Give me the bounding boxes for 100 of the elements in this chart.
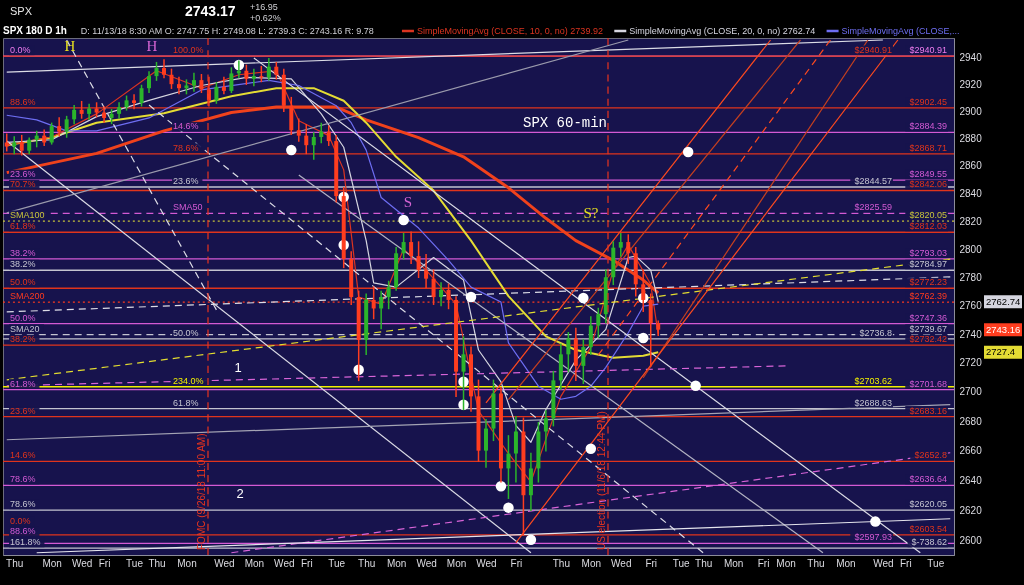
x-tick-label: Tue	[328, 557, 346, 569]
ref-line-label: $2825.59	[854, 202, 892, 213]
text: 2743.16	[986, 323, 1021, 335]
annotation: H	[64, 38, 76, 54]
y-tick-label: 2920	[959, 78, 983, 90]
ref-line-label: $2940.91	[909, 45, 947, 56]
annotation: 2	[236, 486, 244, 501]
annotation: H	[146, 38, 158, 54]
annotation: 161.8%	[10, 537, 41, 548]
ref-line-label: $2902.45	[909, 96, 947, 107]
annotation: S?	[583, 205, 599, 221]
annotation: 38.2%	[10, 247, 36, 258]
annotation: SMA100	[10, 210, 45, 221]
annotation: SPX 60-min	[522, 115, 608, 131]
legend-label: SimpleMovingAvg (CLOSE, 10, 0, no) 2739.92	[416, 26, 603, 36]
text: 2743.17	[185, 3, 236, 19]
annotation: 50.0%	[10, 312, 36, 323]
annotation: 50.0%	[173, 327, 199, 338]
x-tick-label: Thu	[695, 557, 713, 569]
chart-subtitle: D: 11/13/18 8:30 AM O: 2747.75 H: 2749.08 L: 2739.3 C: 2743.16 R: 9.78	[80, 26, 374, 36]
annotation: 78.6%	[10, 474, 36, 485]
x-tick-label: Tue	[672, 557, 691, 569]
y-tick-label: 2620	[959, 504, 983, 516]
ref-line-label: $2703.62	[854, 375, 892, 386]
x-tick-label: Wed	[274, 557, 295, 569]
y-tick-label: 2880	[959, 132, 983, 144]
ref-line-label: $2620.05	[909, 499, 947, 510]
annotation: 23.6%	[10, 169, 36, 180]
annotation: 61.8%	[10, 378, 36, 389]
ref-line-label: $2683.16	[909, 405, 947, 416]
annotation: 61.8%	[173, 397, 199, 408]
ref-line-label: $2842.06	[909, 179, 947, 190]
x-tick-label: Mon	[581, 557, 602, 569]
annotation: 14.6%	[173, 121, 199, 132]
x-tick-label: Wed	[611, 557, 632, 569]
ref-line-label: $2762.39	[909, 291, 947, 302]
text: 2727.4	[986, 346, 1016, 358]
x-tick-label: Wed	[71, 557, 93, 569]
ref-line-label: $2736.8	[859, 327, 892, 338]
y-tick-label: 2720	[959, 357, 983, 369]
text: SPX	[10, 5, 33, 17]
x-tick-label: Wed	[476, 557, 497, 569]
legend-label: SimpleMovingAvg (CLOSE,...	[841, 26, 960, 36]
ref-line-label: $2784.97	[909, 259, 947, 270]
annotation: 78.6%	[10, 499, 36, 510]
ref-line-label: $2884.39	[909, 121, 947, 132]
x-tick-label: Mon	[836, 557, 856, 569]
y-tick-label: 2760	[959, 300, 983, 312]
x-tick-label: Thu	[552, 557, 570, 569]
annotation: US election (11/6/18 12:44 PM)	[596, 411, 607, 550]
x-tick-label: Mon	[42, 557, 62, 569]
ref-line-label: $2701.68	[909, 378, 947, 389]
annotation: 88.6%	[10, 526, 36, 537]
text: +16.95	[250, 2, 278, 12]
y-tick-label: 2780	[959, 271, 983, 283]
y-tick-label: 2820	[959, 215, 983, 227]
ref-line-label: $2688.63	[854, 397, 892, 408]
x-tick-label: Mon	[177, 557, 197, 569]
ref-line-label: $2732.42	[909, 334, 947, 345]
y-tick-label: 2860	[959, 160, 983, 172]
annotation: 0.0%	[10, 45, 31, 56]
y-tick-label: 2640	[959, 474, 983, 486]
annotation: 38.2%	[10, 259, 36, 270]
ref-line-label: $2603.54	[909, 523, 947, 534]
legend-label: SimpleMovingAvg (CLOSE, 20, 0, no) 2762.74	[629, 26, 816, 36]
annotation: 88.6%	[10, 96, 36, 107]
x-tick-label: Wed	[416, 557, 437, 569]
annotation: 61.8%	[10, 221, 36, 232]
annotation: 23.6%	[10, 405, 36, 416]
y-tick-label: 2740	[959, 328, 983, 340]
annotation: 1	[234, 360, 242, 375]
ref-line-label: $2940.91	[854, 45, 892, 56]
ref-line-label: $2739.67	[909, 323, 947, 334]
x-tick-label: Mon	[244, 557, 265, 569]
annotation: SMA50	[173, 202, 203, 213]
annotation: SMA20	[10, 323, 40, 334]
x-tick-label: Wed	[873, 557, 894, 569]
x-tick-label: Fri	[300, 557, 313, 569]
y-tick-label: 2660	[959, 445, 983, 457]
x-tick-label: Thu	[358, 557, 376, 569]
x-tick-label: Tue	[927, 557, 945, 569]
ref-line-label: $2868.71	[909, 142, 947, 153]
annotation: 234.0%	[173, 375, 204, 386]
annotation: 70.7%	[10, 179, 36, 190]
y-tick-label: 2700	[959, 386, 983, 398]
x-tick-label: Mon	[776, 557, 796, 569]
x-tick-label: Fri	[98, 557, 111, 569]
text: +0.62%	[250, 13, 281, 23]
ref-line-label: $2747.36	[909, 312, 947, 323]
x-tick-label: Thu	[148, 557, 166, 569]
x-tick-label: Mon	[446, 557, 467, 569]
ref-line-label: $2849.55	[909, 169, 947, 180]
annotation: 38.2%	[10, 334, 36, 345]
y-tick-label: 2940	[959, 51, 983, 63]
ref-line-label: $2636.64	[909, 474, 947, 485]
annotation: FOMC (9/26/18 11:00 AM)	[196, 433, 207, 550]
text: 2762.74	[986, 295, 1021, 307]
x-tick-label: Tue	[126, 557, 144, 569]
annotation: $-738.62	[911, 537, 947, 548]
ref-line-label: $2844.57	[854, 176, 892, 187]
